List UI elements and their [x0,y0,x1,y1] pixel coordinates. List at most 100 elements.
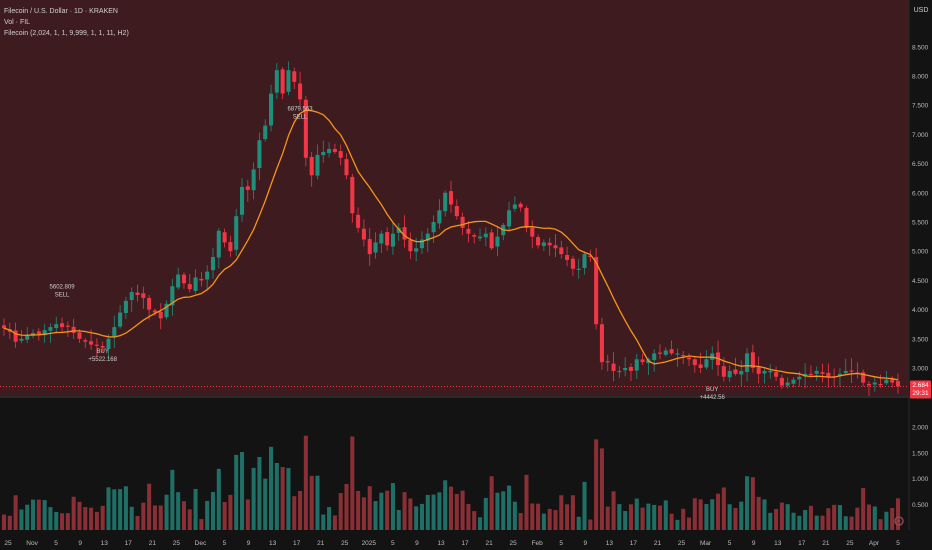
candle-body [48,327,53,331]
volume-bar [727,504,732,530]
time-tick-label: 13 [774,540,782,547]
candle-body [837,373,842,376]
candle-body [512,204,517,209]
time-tick-label: 21 [149,540,157,547]
candle-body [576,268,581,270]
time-axis: 25 Nov 5 9 13 17 21 25 Dec 5 9 13 17 21 25 2025 5 9 13 17 21… [4,540,900,547]
candle-body [106,338,111,349]
time-tick-label: 5 [559,540,563,547]
candle-body [518,203,523,208]
volume-bar [286,468,291,530]
volume-bar [94,511,99,530]
candle-body [681,355,686,357]
candle-body [779,377,784,386]
volume-bar [356,490,361,530]
volume-bar [466,504,471,530]
chart-title: Filecoin / U.S. Dollar · 1D · KRAKEN [4,8,118,15]
moving-average-line [3,109,899,381]
volume-bar [611,491,616,530]
time-tick-label: Apr [869,540,880,547]
volume-bar [19,509,24,530]
candle-body [617,370,622,373]
time-tick-label: 25 [846,540,854,547]
candle-body [890,379,895,383]
volume-bar [65,513,70,530]
volume-bar [216,468,221,530]
time-tick-label: 21 [317,540,325,547]
candle-body [396,227,401,233]
time-tick-label: 17 [293,540,301,547]
volume-bar [814,515,819,530]
candle-body [269,93,274,126]
candle-body [895,381,901,387]
candle-body [129,292,134,301]
volume-bar [280,467,285,530]
volume-bar [576,516,581,530]
candle-body [303,99,308,158]
time-tick-label: 9 [415,540,419,547]
candle-body [611,363,616,371]
volume-bar [495,492,500,530]
volume-bar [390,483,395,530]
volume-bar [298,490,303,530]
candle-body [344,159,349,176]
volume-bar [710,499,715,530]
candle-body [750,352,755,368]
volume-bar [501,491,506,530]
candle-body [692,359,697,366]
volume-bar [129,506,134,530]
trade-signals: BUY +5522.168 5602.809 SELL 6879.563 SELL BUY +… [50,106,726,400]
volume-bar [890,508,895,530]
volume-bar [832,504,837,530]
time-tick-label: 13 [101,540,109,547]
volume-bar [13,495,18,530]
volume-bar [164,494,169,530]
time-tick-label: 25 [173,540,181,547]
candle-body [327,149,332,154]
candle-body [698,364,703,368]
volume-bar [808,505,813,530]
candle-body [808,373,813,376]
candle-body [176,274,181,288]
candle-body [350,176,355,214]
volume-bar [849,516,854,530]
candle-body [588,255,593,258]
candle-body [582,254,587,268]
candle-body [193,277,198,291]
candle-body [756,367,761,374]
time-tick-label: 17 [461,540,469,547]
settings-icon[interactable] [894,516,904,526]
volume-bar [373,501,378,530]
signal-label: BUY [97,349,109,355]
price-tick-label: 7.000 [912,132,929,139]
signal-amount: +5522.168 [88,357,117,363]
volume-bar [663,500,668,530]
volume-bar [135,515,140,530]
volume-bar [582,481,587,530]
candle-body [402,227,407,240]
candle-body [385,232,390,246]
volume-bar [507,485,512,530]
candle-body [866,383,872,386]
volume-bar [402,492,407,530]
volume-bar [483,497,488,530]
candle-body [745,353,750,372]
time-tick-label: 25 [341,540,349,547]
candle-body [460,216,465,228]
volume-bar [756,496,761,530]
signal-amount: SELL [293,114,308,120]
volume-bar [553,510,558,530]
volume-bar [106,487,111,530]
volume-bar [646,503,651,530]
price-tick-label: 5.500 [912,220,929,227]
volume-bar [315,475,320,530]
candle-body [599,324,604,363]
currency-label: USD [914,7,929,14]
volume-bar [768,512,773,530]
time-tick-label: 5 [54,540,58,547]
volume-bar [686,517,692,530]
volume-bar [675,519,680,530]
candle-body [483,233,488,238]
candle-body [89,341,94,345]
